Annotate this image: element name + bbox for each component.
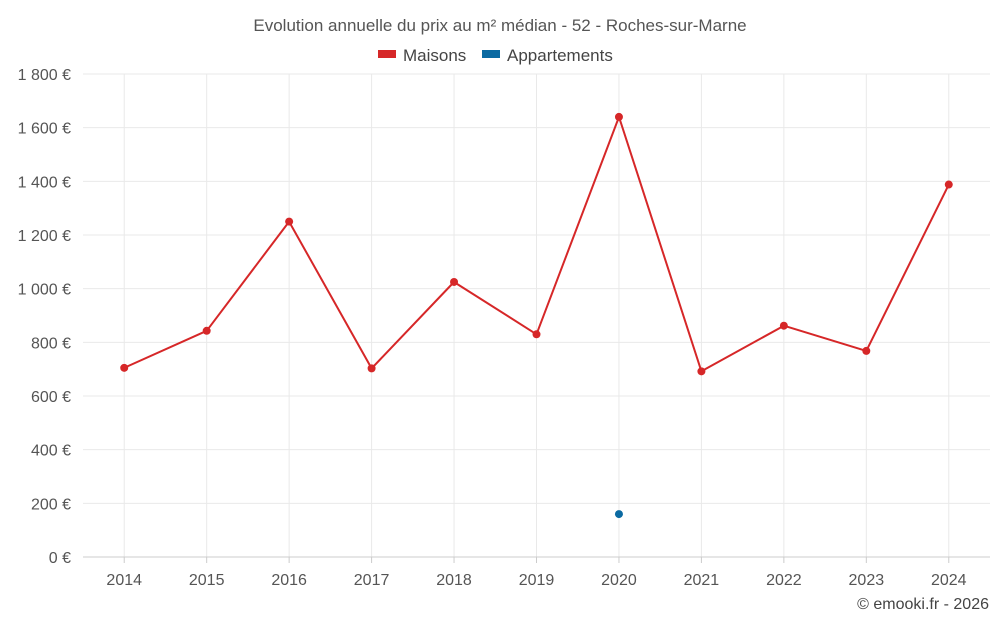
legend-item-appartements[interactable]: Appartements xyxy=(482,46,613,65)
data-point-maisons[interactable] xyxy=(120,363,129,372)
y-tick-label: 1 800 € xyxy=(18,67,71,84)
data-point-appartements[interactable] xyxy=(614,510,623,519)
y-tick-label: 1 400 € xyxy=(18,174,71,191)
y-tick-label: 600 € xyxy=(31,389,71,406)
x-tick-label: 2021 xyxy=(684,572,720,589)
legend[interactable]: Maisons Appartements xyxy=(378,46,613,65)
y-tick-label: 1 000 € xyxy=(18,282,71,299)
y-tick-label: 200 € xyxy=(31,496,71,513)
y-tick-label: 1 200 € xyxy=(18,228,71,245)
chart-title: Evolution annuelle du prix au m² médian … xyxy=(253,16,746,35)
axes: 0 € 200 € 400 € 600 € 800 € 1 000 € 1 200 € 1 4… xyxy=(18,67,990,589)
y-tick-label: 1 600 € xyxy=(18,121,71,138)
x-tick-label: 2022 xyxy=(766,572,802,589)
data-point-maisons[interactable] xyxy=(944,180,953,189)
gridlines xyxy=(83,73,990,557)
data-point-maisons[interactable] xyxy=(450,277,459,286)
data-point-maisons[interactable] xyxy=(862,346,871,355)
y-tick-label: 800 € xyxy=(31,335,71,352)
x-tick-label: 2015 xyxy=(189,572,225,589)
series xyxy=(120,112,953,519)
x-tick-label: 2023 xyxy=(849,572,885,589)
series-maisons xyxy=(120,112,953,376)
series-appartements xyxy=(614,510,623,519)
y-tick-label: 400 € xyxy=(31,443,71,460)
data-point-maisons[interactable] xyxy=(202,326,211,335)
legend-swatch-appartements xyxy=(482,50,500,58)
data-point-maisons[interactable] xyxy=(614,112,623,121)
data-point-maisons[interactable] xyxy=(532,330,541,339)
legend-item-maisons[interactable]: Maisons xyxy=(378,46,466,65)
data-point-maisons[interactable] xyxy=(367,364,376,373)
x-tick-label: 2016 xyxy=(271,572,307,589)
x-tick-label: 2014 xyxy=(106,572,142,589)
data-point-maisons[interactable] xyxy=(779,321,788,330)
x-tick-label: 2018 xyxy=(436,572,472,589)
x-tick-label: 2020 xyxy=(601,572,637,589)
credit-text: © emooki.fr - 2026 xyxy=(857,596,989,613)
legend-label-appartements: Appartements xyxy=(507,46,613,65)
x-tick-label: 2019 xyxy=(519,572,555,589)
legend-label-maisons: Maisons xyxy=(403,46,466,65)
data-point-maisons[interactable] xyxy=(697,367,706,376)
legend-swatch-maisons xyxy=(378,50,396,58)
x-tick-label: 2017 xyxy=(354,572,390,589)
y-tick-label: 0 € xyxy=(49,550,71,567)
x-tick-label: 2024 xyxy=(931,572,967,589)
data-point-maisons[interactable] xyxy=(285,217,294,226)
